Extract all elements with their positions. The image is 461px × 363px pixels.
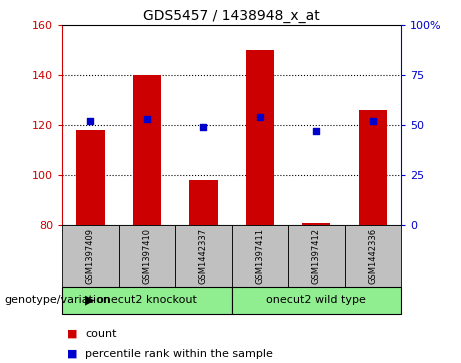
Text: GSM1442337: GSM1442337 bbox=[199, 228, 208, 284]
Point bbox=[313, 128, 320, 134]
Point bbox=[256, 114, 264, 120]
Bar bbox=[133, 75, 161, 225]
Bar bbox=[189, 180, 218, 225]
Text: ▶: ▶ bbox=[85, 294, 95, 307]
Text: ■: ■ bbox=[67, 349, 77, 359]
Bar bbox=[246, 50, 274, 225]
Bar bbox=[302, 223, 331, 225]
Text: onecut2 wild type: onecut2 wild type bbox=[266, 295, 366, 305]
Point bbox=[369, 118, 377, 124]
Point bbox=[87, 118, 94, 124]
Text: genotype/variation: genotype/variation bbox=[5, 295, 111, 305]
Title: GDS5457 / 1438948_x_at: GDS5457 / 1438948_x_at bbox=[143, 9, 320, 23]
Text: GSM1397411: GSM1397411 bbox=[255, 228, 265, 284]
Text: onecut2 knockout: onecut2 knockout bbox=[97, 295, 197, 305]
Point bbox=[143, 116, 151, 122]
Text: percentile rank within the sample: percentile rank within the sample bbox=[85, 349, 273, 359]
Text: ■: ■ bbox=[67, 329, 77, 339]
Bar bbox=[359, 110, 387, 225]
Bar bbox=[77, 130, 105, 225]
Text: GSM1397410: GSM1397410 bbox=[142, 228, 152, 284]
Text: GSM1397412: GSM1397412 bbox=[312, 228, 321, 284]
Text: GSM1397409: GSM1397409 bbox=[86, 228, 95, 284]
Point bbox=[200, 124, 207, 130]
Text: GSM1442336: GSM1442336 bbox=[368, 228, 378, 284]
Text: count: count bbox=[85, 329, 117, 339]
